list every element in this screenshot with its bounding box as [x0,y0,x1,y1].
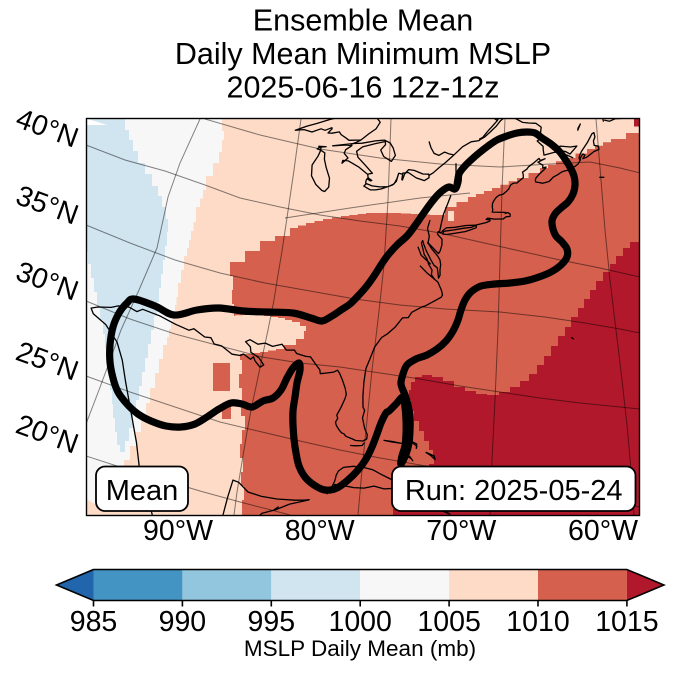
svg-text:70°W: 70°W [426,515,496,547]
svg-text:1010: 1010 [506,606,569,638]
svg-text:1000: 1000 [328,606,391,638]
svg-text:Mean: Mean [106,475,179,507]
svg-text:995: 995 [248,606,296,638]
svg-text:2025-06-16 12z-12z: 2025-06-16 12z-12z [227,71,500,105]
svg-text:80°W: 80°W [285,515,355,547]
svg-text:Ensemble Mean: Ensemble Mean [253,4,473,38]
svg-text:985: 985 [70,606,118,638]
svg-text:60°W: 60°W [568,515,638,547]
svg-text:Daily Mean Minimum MSLP: Daily Mean Minimum MSLP [175,37,551,71]
svg-text:990: 990 [159,606,207,638]
svg-text:Run: 2025-05-24: Run: 2025-05-24 [405,475,623,507]
svg-text:90°W: 90°W [143,515,213,547]
svg-text:1015: 1015 [595,606,658,638]
svg-text:MSLP Daily Mean (mb): MSLP Daily Mean (mb) [244,636,476,661]
svg-text:1005: 1005 [417,606,480,638]
